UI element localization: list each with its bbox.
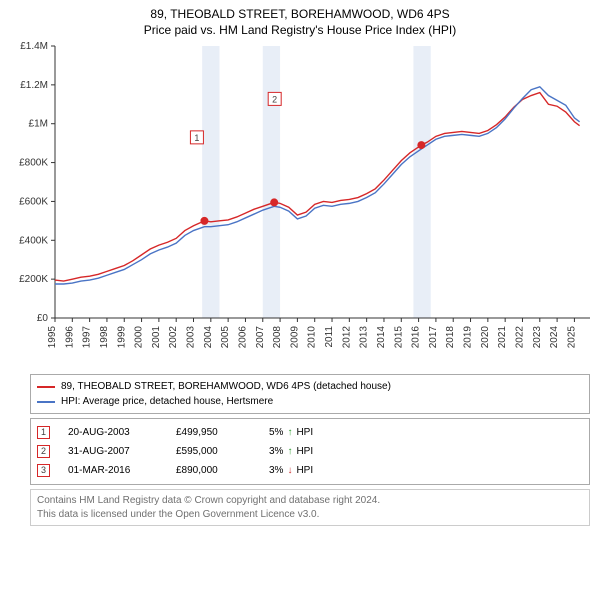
- x-tick-label: 2005: [220, 326, 231, 349]
- title-line-2: Price paid vs. HM Land Registry's House …: [0, 22, 600, 38]
- x-tick-label: 1997: [82, 326, 93, 349]
- x-tick-label: 2022: [514, 326, 525, 349]
- y-tick-label: £400K: [19, 236, 48, 247]
- sale-pct: 3%: [269, 461, 283, 480]
- x-tick-label: 1995: [47, 326, 58, 349]
- license-line-1: Contains HM Land Registry data © Crown c…: [37, 494, 583, 508]
- sale-price: £595,000: [176, 442, 251, 461]
- title-line-1: 89, THEOBALD STREET, BOREHAMWOOD, WD6 4P…: [0, 6, 600, 22]
- sale-diff: 5%↑HPI: [269, 423, 313, 442]
- legend: 89, THEOBALD STREET, BOREHAMWOOD, WD6 4P…: [30, 374, 590, 414]
- sale-band: [202, 46, 219, 318]
- legend-text: 89, THEOBALD STREET, BOREHAMWOOD, WD6 4P…: [61, 379, 391, 394]
- sale-marker: 2: [37, 445, 50, 458]
- y-tick-label: £200K: [19, 275, 48, 286]
- x-tick-label: 2024: [549, 326, 560, 349]
- x-tick-label: 2014: [376, 326, 387, 349]
- y-tick-label: £600K: [19, 197, 48, 208]
- sale-label-number: 1: [194, 133, 199, 143]
- sale-price: £499,950: [176, 423, 251, 442]
- sale-point: [200, 217, 208, 225]
- sale-label-number: 2: [272, 95, 277, 105]
- x-tick-label: 2017: [428, 326, 439, 349]
- legend-swatch: [37, 386, 55, 388]
- chart-svg: £0 £200K £400K £600K £800K £1M £1.2M £1.4M 1995 1…: [0, 38, 600, 368]
- x-tick-label: 2019: [463, 326, 474, 349]
- sale-marker: 3: [37, 464, 50, 477]
- y-tick-label: £1M: [29, 119, 48, 130]
- y-tick-label: £0: [37, 313, 49, 324]
- x-tick-label: 1998: [99, 326, 110, 349]
- sales-table: 120-AUG-2003£499,9505%↑HPI231-AUG-2007£5…: [30, 418, 590, 485]
- sale-marker: 1: [37, 426, 50, 439]
- sale-band: [413, 46, 430, 318]
- sale-arrow-icon: ↓: [287, 461, 292, 480]
- x-tick-label: 2000: [134, 326, 145, 349]
- x-tick-label: 2013: [359, 326, 370, 349]
- x-tick-label: 2021: [497, 326, 508, 349]
- sale-arrow-icon: ↑: [287, 423, 292, 442]
- sale-date: 01-MAR-2016: [68, 461, 158, 480]
- sale-pct: 3%: [269, 442, 283, 461]
- x-tick-label: 2002: [168, 326, 179, 349]
- sale-pct: 5%: [269, 423, 283, 442]
- x-tick-label: 2025: [566, 326, 577, 349]
- sale-tail: HPI: [296, 442, 313, 461]
- sale-tail: HPI: [296, 461, 313, 480]
- sale-date: 31-AUG-2007: [68, 442, 158, 461]
- license-line-2: This data is licensed under the Open Gov…: [37, 508, 583, 522]
- x-tick-label: 2006: [237, 326, 248, 349]
- sale-row: 2 31-AUG-2007 £595,000 3%↑HPI: [37, 442, 583, 461]
- x-tick-label: 2004: [203, 326, 214, 349]
- sale-diff: 3%↑HPI: [269, 442, 313, 461]
- chart: £0 £200K £400K £600K £800K £1M £1.2M £1.4M 1995 1…: [0, 38, 600, 368]
- title-block: 89, THEOBALD STREET, BOREHAMWOOD, WD6 4P…: [0, 0, 600, 38]
- x-tick-label: 2001: [151, 326, 162, 349]
- legend-item: 89, THEOBALD STREET, BOREHAMWOOD, WD6 4P…: [37, 379, 583, 394]
- y-tick-label: £800K: [19, 158, 48, 169]
- sale-diff: 3%↓HPI: [269, 461, 313, 480]
- x-tick-label: 1999: [116, 326, 127, 349]
- sale-price: £890,000: [176, 461, 251, 480]
- x-tick-label: 2008: [272, 326, 283, 349]
- x-tick-label: 2012: [341, 326, 352, 349]
- y-tick-label: £1.2M: [20, 80, 48, 91]
- sale-tail: HPI: [296, 423, 313, 442]
- sale-point: [270, 199, 278, 207]
- x-tick-label: 1996: [64, 326, 75, 349]
- sale-point: [417, 141, 425, 149]
- sale-arrow-icon: ↑: [287, 442, 292, 461]
- sale-row: 3 01-MAR-2016 £890,000 3%↓HPI: [37, 461, 583, 480]
- license-box: Contains HM Land Registry data © Crown c…: [30, 489, 590, 526]
- y-tick-label: £1.4M: [20, 41, 48, 52]
- x-tick-label: 2003: [186, 326, 197, 349]
- x-tick-label: 2018: [445, 326, 456, 349]
- x-tick-label: 2020: [480, 326, 491, 349]
- legend-item: HPI: Average price, detached house, Hert…: [37, 394, 583, 409]
- x-tick-label: 2011: [324, 326, 335, 348]
- legend-swatch: [37, 401, 55, 403]
- sale-row: 1 20-AUG-2003 £499,950 5%↑HPI: [37, 423, 583, 442]
- x-tick-label: 2015: [393, 326, 404, 349]
- x-tick-label: 2009: [289, 326, 300, 349]
- legend-text: HPI: Average price, detached house, Hert…: [61, 394, 273, 409]
- x-tick-label: 2023: [532, 326, 543, 349]
- sale-band: [263, 46, 280, 318]
- x-tick-label: 2010: [307, 326, 318, 349]
- x-tick-label: 2007: [255, 326, 266, 349]
- x-tick-label: 2016: [411, 326, 422, 349]
- sale-date: 20-AUG-2003: [68, 423, 158, 442]
